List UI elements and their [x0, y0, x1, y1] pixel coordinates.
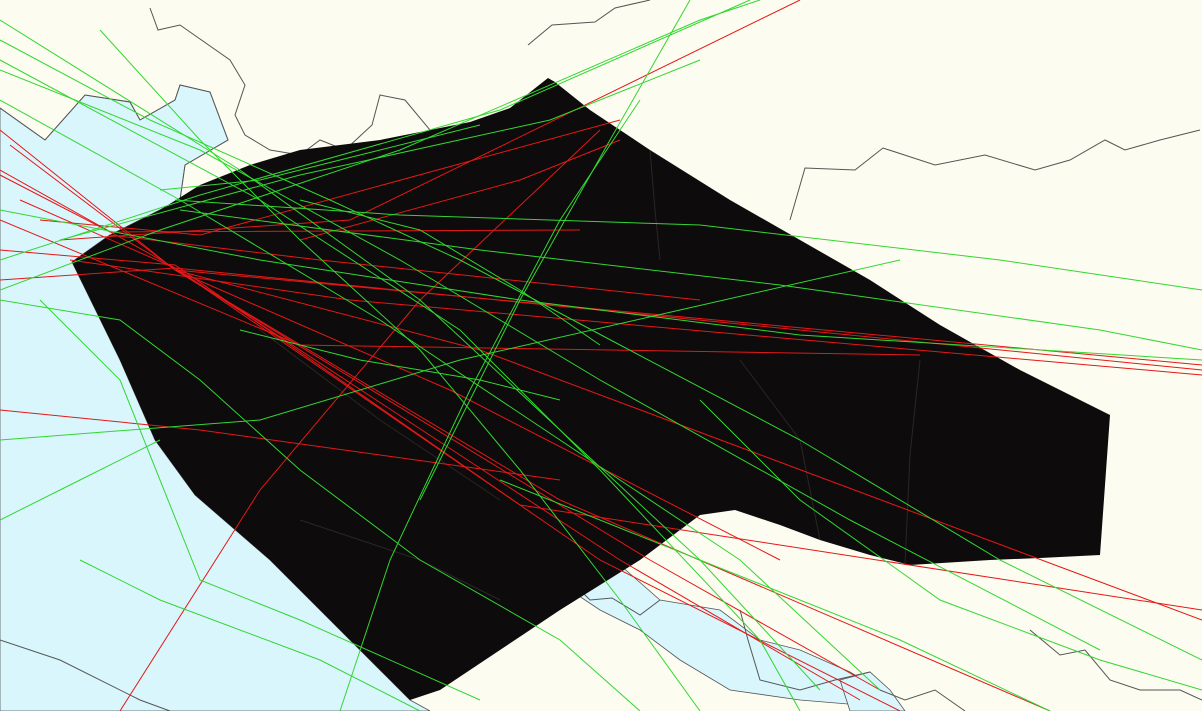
flight-track	[99, 29, 701, 711]
flight-track	[39, 299, 481, 701]
border-line	[0, 639, 171, 711]
flight-track	[0, 99, 881, 691]
flight-track	[699, 399, 1202, 691]
border-line	[1029, 629, 1202, 701]
border-line	[789, 129, 1201, 221]
border-line	[579, 589, 661, 616]
flight-track	[0, 209, 1202, 361]
flight-track	[0, 19, 821, 691]
flight-track	[39, 119, 621, 236]
flight-track	[0, 299, 641, 711]
flight-track	[119, 129, 601, 711]
flight-track	[69, 259, 1202, 376]
flight-track	[59, 59, 701, 241]
border-line	[879, 689, 966, 711]
flight-track	[159, 124, 481, 191]
border-line	[739, 609, 871, 691]
flight-track	[0, 0, 761, 291]
sector-edge	[649, 149, 661, 261]
flight-track	[0, 267, 901, 711]
flight-track	[0, 439, 161, 521]
flight-track	[0, 59, 801, 711]
flight-track	[239, 329, 561, 401]
flight-track	[109, 234, 701, 301]
flight-track	[299, 199, 601, 346]
flight-track	[179, 209, 1202, 351]
flight-track	[0, 259, 901, 441]
flight-track	[79, 559, 421, 711]
sector-edge	[259, 329, 501, 501]
flight-track	[9, 144, 881, 691]
flight-track	[174, 199, 1202, 291]
border-line	[527, 0, 651, 46]
flight-track	[339, 99, 641, 711]
flight-track	[0, 174, 581, 233]
flight-track	[0, 409, 561, 481]
flight-track	[0, 0, 751, 261]
sector-edge	[904, 359, 921, 566]
flight-track	[174, 269, 781, 561]
flight-track	[499, 479, 1051, 711]
flight-track	[59, 0, 801, 241]
flight-track	[174, 269, 1051, 711]
flight-track	[0, 69, 1101, 651]
sector-polygon[interactable]	[72, 78, 1110, 700]
